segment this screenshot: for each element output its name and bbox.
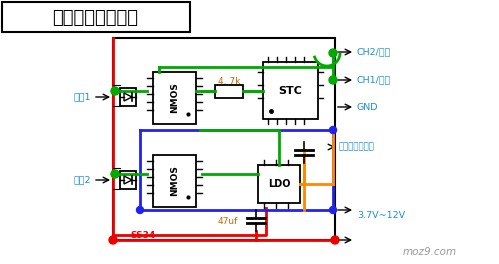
Bar — [153, 155, 196, 207]
Bar — [120, 171, 136, 189]
Text: 47uf: 47uf — [218, 216, 238, 225]
Text: 电机2: 电机2 — [73, 176, 91, 185]
Text: 萝丽双路单向电调: 萝丽双路单向电调 — [52, 9, 138, 27]
Bar — [263, 62, 318, 119]
Text: GND: GND — [357, 102, 379, 111]
Text: STC: STC — [278, 86, 302, 96]
Circle shape — [329, 76, 337, 84]
Text: 3.7V~12V: 3.7V~12V — [357, 210, 405, 219]
Circle shape — [111, 170, 119, 178]
Text: SS34: SS34 — [130, 232, 155, 241]
Bar — [120, 88, 136, 106]
Text: CH1/前后: CH1/前后 — [357, 76, 391, 84]
Circle shape — [329, 126, 336, 134]
Circle shape — [331, 236, 339, 244]
Text: 低电平禁止混控: 低电平禁止混控 — [339, 143, 375, 152]
Bar — [153, 72, 196, 124]
Bar — [113, 38, 335, 240]
Text: CH2/转向: CH2/转向 — [357, 48, 391, 56]
Text: 4. 7k: 4. 7k — [218, 78, 241, 87]
Circle shape — [137, 206, 144, 214]
Text: 电机1: 电机1 — [73, 92, 91, 101]
Bar — [258, 165, 300, 203]
Circle shape — [329, 49, 337, 57]
Bar — [2, 2, 190, 32]
Circle shape — [111, 87, 119, 95]
Text: NMOS: NMOS — [170, 83, 179, 114]
Text: NMOS: NMOS — [170, 166, 179, 196]
Circle shape — [109, 236, 117, 244]
Circle shape — [329, 206, 336, 214]
Text: moz9.com: moz9.com — [403, 247, 457, 257]
Bar — [215, 85, 243, 98]
Text: LDO: LDO — [268, 179, 290, 189]
